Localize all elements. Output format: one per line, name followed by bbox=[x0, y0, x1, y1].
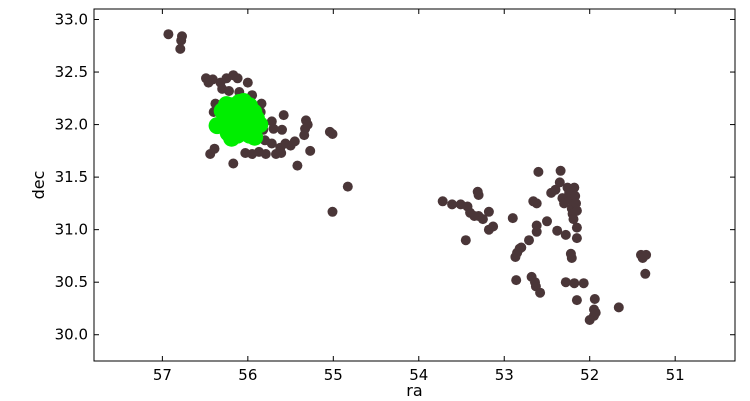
data-point-series-1 bbox=[260, 149, 271, 159]
data-point-series-1 bbox=[571, 295, 582, 306]
data-point-series-2 bbox=[246, 128, 264, 146]
data-point-series-1 bbox=[327, 206, 338, 217]
data-point-series-1 bbox=[473, 190, 484, 200]
data-point-series-1 bbox=[488, 221, 499, 232]
data-point-series-1 bbox=[542, 216, 552, 227]
y-axis-label: dec bbox=[29, 171, 48, 200]
data-point-series-1 bbox=[535, 287, 546, 298]
data-point-series-1 bbox=[589, 294, 600, 304]
data-point-series-1 bbox=[437, 196, 448, 207]
data-point-series-1 bbox=[571, 233, 582, 244]
x-tick-label: 53 bbox=[495, 366, 514, 384]
data-point-series-1 bbox=[163, 29, 174, 40]
data-point-series-1 bbox=[641, 249, 652, 260]
x-axis-label: ra bbox=[406, 381, 422, 400]
data-point-series-1 bbox=[460, 235, 471, 246]
data-point-series-1 bbox=[228, 158, 239, 169]
ticks-layer: 57 56 55 54 53 52 51 30.0 30.5 31.0 31.5 32.0 32.5 33… bbox=[55, 9, 735, 384]
data-point-series-1 bbox=[477, 214, 488, 225]
data-point-series-2 bbox=[232, 100, 250, 118]
data-point-series-1 bbox=[510, 252, 521, 262]
data-point-series-1 bbox=[292, 160, 303, 171]
data-point-series-1 bbox=[232, 73, 243, 84]
y-tick-label: 32.0 bbox=[55, 116, 88, 134]
data-point-series-1 bbox=[550, 184, 561, 195]
data-point-series-1 bbox=[554, 177, 565, 188]
data-point-series-1 bbox=[277, 124, 287, 135]
data-point-series-1 bbox=[531, 220, 542, 231]
data-point-series-1 bbox=[299, 130, 310, 141]
data-point-series-1 bbox=[207, 74, 218, 85]
data-point-series-1 bbox=[305, 145, 316, 156]
data-point-series-1 bbox=[555, 165, 566, 176]
data-point-series-1 bbox=[578, 278, 589, 289]
data-point-series-1 bbox=[177, 31, 187, 42]
data-point-series-1 bbox=[560, 277, 571, 288]
data-point-series-1 bbox=[569, 182, 580, 193]
data-point-series-1 bbox=[528, 196, 539, 207]
data-point-series-1 bbox=[640, 268, 651, 279]
data-point-series-1 bbox=[571, 198, 581, 209]
x-tick-label: 52 bbox=[580, 366, 599, 384]
x-tick-label: 57 bbox=[153, 366, 172, 384]
y-tick-label: 33.0 bbox=[55, 11, 88, 29]
data-point-series-1 bbox=[289, 136, 300, 147]
y-tick-label: 31.0 bbox=[55, 221, 88, 239]
data-point-series-2 bbox=[243, 110, 261, 128]
y-tick-label: 31.5 bbox=[55, 168, 88, 186]
data-point-series-1 bbox=[224, 86, 234, 96]
data-point-series-1 bbox=[560, 229, 571, 240]
data-point-series-1 bbox=[242, 77, 253, 88]
data-point-series-1 bbox=[209, 143, 220, 154]
data-point-series-1 bbox=[327, 129, 338, 139]
data-point-series-1 bbox=[447, 199, 458, 210]
plot-frame bbox=[93, 8, 736, 362]
data-point-series-1 bbox=[507, 213, 518, 224]
data-point-series-1 bbox=[276, 148, 287, 158]
data-point-series-1 bbox=[590, 307, 601, 318]
data-point-series-1 bbox=[584, 315, 595, 325]
data-point-series-1 bbox=[483, 206, 494, 217]
data-point-series-1 bbox=[571, 222, 582, 233]
data-point-series-1 bbox=[569, 278, 580, 289]
data-point-series-1 bbox=[613, 302, 624, 313]
data-point-series-1 bbox=[511, 275, 522, 286]
data-point-series-1 bbox=[268, 123, 279, 134]
x-tick-label: 55 bbox=[324, 366, 343, 384]
data-point-series-1 bbox=[552, 225, 563, 236]
data-point-series-1 bbox=[278, 110, 289, 121]
data-point-series-1 bbox=[533, 166, 544, 177]
data-point-series-1 bbox=[524, 235, 534, 246]
x-tick-label: 51 bbox=[666, 366, 685, 384]
data-point-series-1 bbox=[342, 181, 353, 192]
data-point-series-1 bbox=[568, 214, 579, 225]
data-point-series-1 bbox=[175, 43, 186, 54]
x-tick-label: 54 bbox=[409, 366, 428, 384]
y-tick-label: 32.5 bbox=[55, 63, 88, 81]
data-point-series-1 bbox=[570, 191, 581, 201]
x-tick-label: 56 bbox=[238, 366, 257, 384]
data-point-series-1 bbox=[266, 138, 277, 149]
data-point-series-2 bbox=[229, 126, 247, 144]
data-point-series-1 bbox=[302, 119, 313, 130]
y-tick-label: 30.0 bbox=[55, 326, 88, 344]
y-tick-label: 30.5 bbox=[55, 273, 88, 291]
points-layer bbox=[163, 29, 652, 325]
data-point-series-1 bbox=[566, 253, 577, 263]
data-point-series-1 bbox=[571, 205, 582, 216]
